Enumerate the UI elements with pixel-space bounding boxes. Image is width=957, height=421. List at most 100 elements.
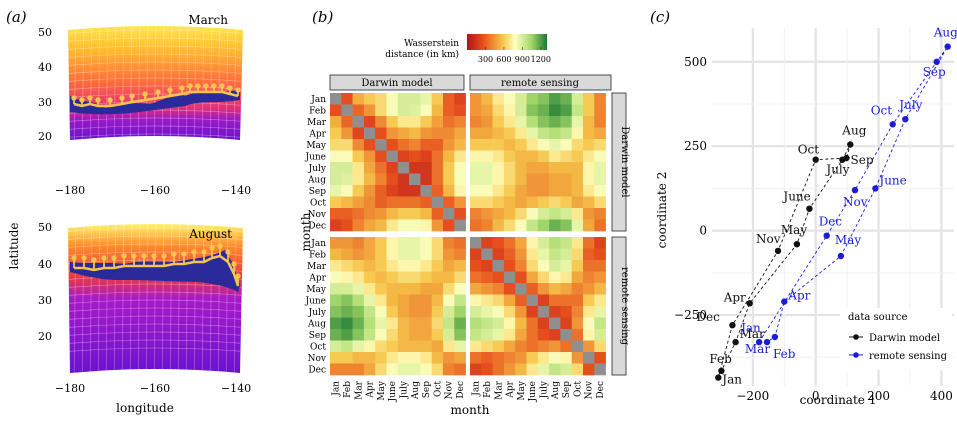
heatmap-cell bbox=[537, 219, 550, 232]
heatmap-cell bbox=[583, 271, 595, 284]
heatmap-cell bbox=[560, 127, 572, 140]
heatmap-cell bbox=[420, 248, 432, 261]
march-lon-tick: −140 bbox=[221, 184, 251, 197]
scatter-y-tick: 500 bbox=[684, 55, 707, 69]
heatmap-cell bbox=[503, 352, 516, 364]
legend-colorbar bbox=[467, 34, 547, 50]
heatmap-cell bbox=[397, 208, 410, 220]
heatmap-col-tick: Dec bbox=[456, 381, 466, 399]
heatmap-cell bbox=[503, 127, 516, 140]
heatmap-cell bbox=[431, 363, 444, 376]
heatmap-cell bbox=[363, 248, 376, 261]
heatmap-cell bbox=[481, 196, 493, 209]
heatmap-cell bbox=[352, 352, 365, 364]
heatmap-cell bbox=[341, 93, 353, 105]
scatter-point-label: June bbox=[877, 173, 906, 187]
heatmap-cell bbox=[431, 219, 444, 232]
heatmap-cell bbox=[431, 116, 444, 128]
heatmap-cell bbox=[397, 340, 410, 353]
heatmap-cell bbox=[470, 294, 482, 307]
heatmap-cell bbox=[420, 150, 432, 163]
heatmap-cell bbox=[492, 294, 505, 307]
heatmap-cell bbox=[560, 219, 572, 232]
heatmap-cell bbox=[470, 271, 482, 284]
heatmap-cell bbox=[443, 248, 455, 261]
heatmap-cell bbox=[515, 237, 527, 249]
heatmap-cell bbox=[454, 340, 466, 353]
heatmap-cell bbox=[409, 139, 421, 151]
august-map: August bbox=[68, 224, 243, 373]
panel-a: (a) latitude March 50 40 30 20 −180 −160… bbox=[6, 8, 251, 415]
heatmap-cell bbox=[526, 317, 539, 330]
heatmap-row-tick: Sep bbox=[309, 331, 326, 341]
heatmap-cell bbox=[481, 271, 493, 284]
heatmap-cell bbox=[341, 139, 353, 151]
heatmap-cell bbox=[470, 329, 482, 341]
heatmap-cell bbox=[515, 248, 527, 261]
heatmap-cell bbox=[409, 150, 421, 163]
heatmap-cell bbox=[341, 127, 353, 140]
heatmap-cell bbox=[443, 150, 455, 163]
heatmap-cell bbox=[386, 185, 399, 197]
heatmap-cell bbox=[526, 219, 539, 232]
heatmap-cell bbox=[386, 294, 399, 307]
heatmap-cell bbox=[420, 283, 432, 295]
heatmap-cell bbox=[571, 306, 584, 318]
heatmap-cell bbox=[594, 260, 606, 272]
heatmap-cell bbox=[549, 208, 561, 220]
heatmap-cell bbox=[515, 219, 527, 232]
march-lon-tick: −180 bbox=[55, 184, 85, 197]
heatmap-cell bbox=[330, 363, 342, 376]
legend-darwin-marker bbox=[853, 334, 859, 340]
heatmap-row-tick: Feb bbox=[309, 106, 326, 116]
heatmap-cell bbox=[330, 260, 342, 272]
heatmap-cell bbox=[526, 271, 539, 284]
heatmap-col-tick: Feb bbox=[483, 381, 493, 398]
scatter-point-label: Apr bbox=[723, 290, 746, 304]
heatmap-cell bbox=[549, 317, 561, 330]
heatmap-cell bbox=[363, 317, 376, 330]
heatmap-cell bbox=[470, 196, 482, 209]
scatter-point-label: Nov bbox=[843, 195, 868, 209]
august-lat-tick: 50 bbox=[38, 221, 52, 234]
heatmap-cell bbox=[454, 196, 466, 209]
storm-track-point bbox=[227, 85, 233, 91]
scatter-point bbox=[732, 338, 739, 346]
heatmap-cell bbox=[352, 162, 365, 174]
heatmap-col-tick: Oct bbox=[573, 381, 583, 397]
august-lat-tick: 20 bbox=[38, 330, 52, 343]
heatmap-cell bbox=[526, 127, 539, 140]
heatmap-cell bbox=[470, 352, 482, 364]
heatmap-cell bbox=[386, 219, 399, 232]
heatmap-facet bbox=[330, 93, 466, 232]
heatmap-cell bbox=[330, 329, 342, 341]
heatmap-cell bbox=[341, 260, 353, 272]
strip-top-left bbox=[329, 74, 465, 91]
heatmap-cell bbox=[409, 219, 421, 232]
august-lon-tick: −180 bbox=[55, 382, 85, 395]
storm-track-point bbox=[179, 85, 185, 91]
heatmap-col-tick: May bbox=[517, 380, 527, 401]
heatmap-cell bbox=[526, 363, 539, 376]
scatter-point bbox=[729, 322, 736, 329]
heatmap-cell bbox=[594, 271, 606, 284]
heatmap-cell bbox=[409, 248, 421, 261]
storm-track-point bbox=[181, 251, 187, 257]
heatmap-cell bbox=[537, 329, 550, 341]
heatmap-cell bbox=[363, 162, 376, 174]
heatmap-cell bbox=[409, 329, 421, 341]
heatmap-cell bbox=[386, 208, 399, 220]
heatmap-cell bbox=[341, 317, 353, 330]
heatmap-cell bbox=[420, 139, 432, 151]
heatmap-cell bbox=[341, 150, 353, 163]
heatmap-cell bbox=[341, 237, 353, 249]
heatmap-cell bbox=[330, 127, 342, 140]
scatter-y-tick: −250 bbox=[674, 308, 707, 322]
heatmap-cell bbox=[431, 294, 444, 307]
heatmap-cell bbox=[549, 283, 561, 295]
heatmap-cell bbox=[363, 352, 376, 364]
heatmap-cell bbox=[549, 162, 561, 174]
heatmap-cell bbox=[583, 329, 595, 341]
heatmap-cell bbox=[492, 208, 505, 220]
heatmap-cell bbox=[583, 363, 595, 376]
